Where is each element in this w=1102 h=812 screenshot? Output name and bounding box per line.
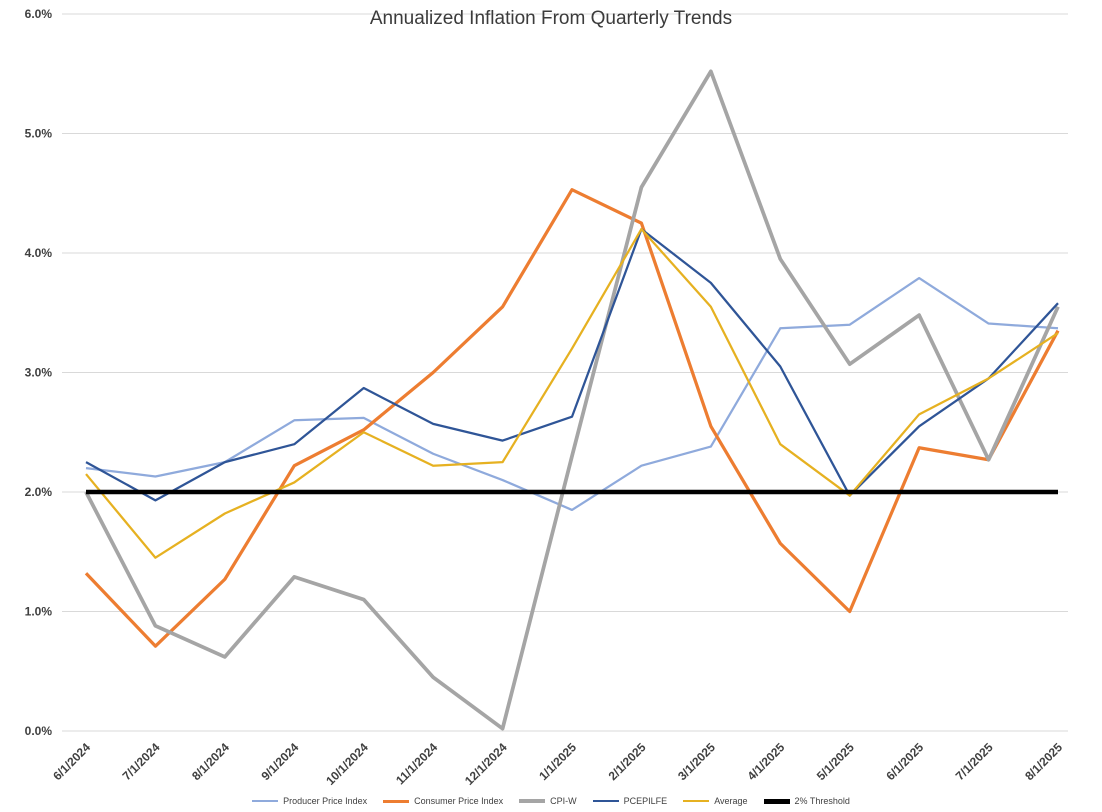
legend-item-2-threshold: 2% Threshold [763,796,850,806]
series-line-consumer-price-index [84,188,1060,648]
y-axis-tick-label: 5.0% [25,127,53,141]
y-axis-tick-label: 0.0% [25,724,53,738]
legend-label: PCEPILFE [623,796,668,806]
x-axis-tick-label: 3/1/2025 [675,740,718,783]
chart-title: Annualized Inflation From Quarterly Tren… [369,8,733,29]
legend-line-swatch [763,798,790,804]
series-line-cpi-w [84,69,1060,731]
legend-item-pcepilfe: PCEPILFE [592,796,668,806]
x-axis-tick-label: 7/1/2024 [120,740,163,783]
y-axis-tick-label: 2.0% [25,485,53,499]
legend-line-swatch [592,800,619,802]
x-axis-tick-label: 5/1/2025 [814,740,857,783]
chart-legend: Producer Price Index Consumer Price Index… [0,796,1102,806]
legend-label: CPI-W [550,796,577,806]
x-axis-tick-label: 6/1/2024 [50,740,93,783]
legend-line-swatch [383,799,410,803]
x-axis-tick-label: 1/1/2025 [536,740,579,783]
legend-line-swatch [519,799,546,803]
legend-item-consumer-price-index: Consumer Price Index [383,796,503,806]
legend-line-swatch [252,800,279,802]
y-axis-tick-label: 1.0% [25,605,53,619]
x-axis-tick-label: 8/1/2025 [1022,740,1065,783]
x-axis-tick-label: 10/1/2024 [323,740,371,788]
series-line-pcepilfe [85,227,1059,502]
legend-label: 2% Threshold [794,796,850,806]
legend-item-cpi-w: CPI-W [519,796,577,806]
y-axis-tick-label: 6.0% [25,7,53,21]
x-axis-tick-label: 4/1/2025 [744,740,787,783]
gridlines [62,13,1068,732]
series-line-average [85,227,1059,559]
x-axis-tick-label: 9/1/2024 [258,740,301,783]
x-axis-tick-label: 6/1/2025 [883,740,926,783]
legend-item-average: Average [683,796,748,806]
legend-item-producer-price-index: Producer Price Index [252,796,367,806]
y-axis-tick-label: 3.0% [25,366,53,380]
x-axis-tick-label: 11/1/2024 [393,740,440,787]
x-axis-tick-label: 7/1/2025 [953,740,996,783]
legend-line-swatch [683,800,710,802]
legend-label: Consumer Price Index [414,796,504,806]
x-axis-tick-label: 8/1/2024 [189,740,232,783]
series-line-producer-price-index [85,276,1059,512]
x-axis-tick-label: 12/1/2024 [462,740,510,788]
x-axis-tick-label: 2/1/2025 [606,740,649,783]
legend-label: Producer Price Index [283,796,368,806]
legend-label: Average [714,796,748,806]
y-axis-tick-label: 4.0% [25,246,53,260]
